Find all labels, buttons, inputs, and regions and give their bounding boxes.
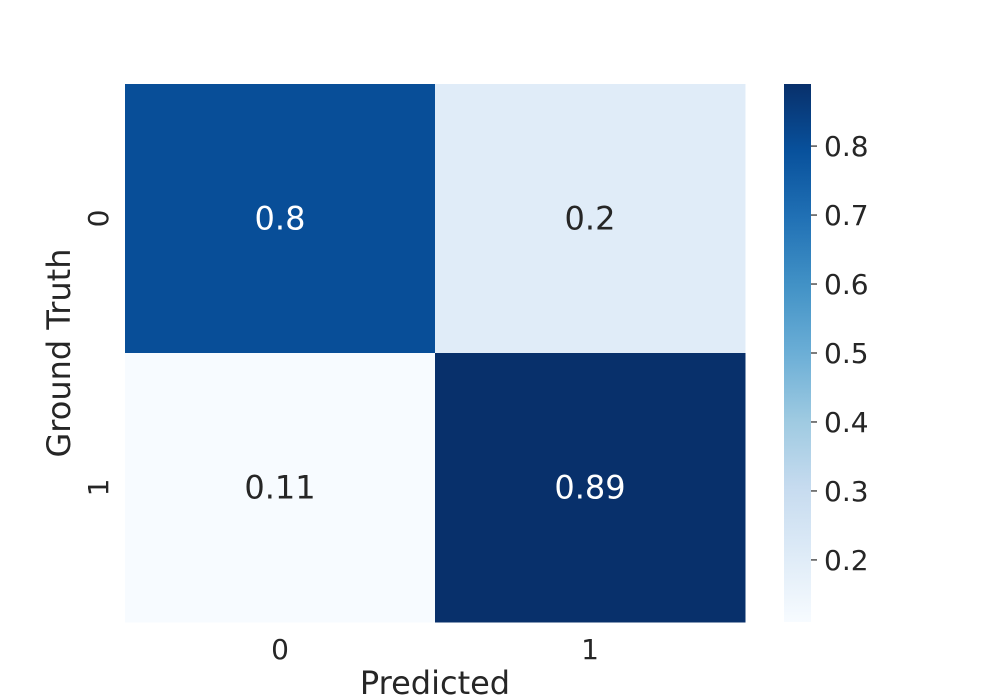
heatmap-cell-0-0	[125, 84, 436, 354]
heatmap-cell-1-1	[435, 353, 746, 623]
x-tick-label-0: 0	[271, 633, 289, 666]
colorbar-tick-label-0: 0.2	[824, 544, 869, 577]
y-tick-label-0: 0	[82, 210, 115, 228]
colorbar-tick-label-3: 0.5	[824, 337, 869, 370]
cell-annotation-1-1: 0.89	[554, 469, 625, 507]
colorbar-tick-label-4: 0.6	[824, 268, 869, 301]
colorbar-tick-label-1: 0.3	[824, 475, 869, 508]
heatmap-cell-1-0	[125, 353, 436, 623]
colorbar-tick-label-5: 0.7	[824, 199, 869, 232]
colorbar-ticks: 0.2 0.3 0.4 0.5 0.6 0.7 0.8	[811, 130, 869, 577]
cell-annotation-0-0: 0.8	[255, 200, 306, 238]
heatmap-cells	[125, 84, 746, 623]
colorbar-tick-label-2: 0.4	[824, 406, 869, 439]
y-axis-label: Ground Truth	[40, 249, 78, 458]
cell-annotation-0-1: 0.2	[565, 200, 616, 238]
colorbar-tick-label-6: 0.8	[824, 130, 869, 163]
heatmap-cell-0-1	[435, 84, 746, 354]
cell-annotation-1-0: 0.11	[244, 469, 315, 507]
colorbar	[784, 84, 811, 622]
x-tick-label-1: 1	[581, 633, 599, 666]
heatmap-annotations: 0.8 0.2 0.11 0.89	[244, 200, 625, 507]
y-axis-ticks: 01	[82, 210, 115, 497]
y-tick-label-1: 1	[82, 479, 115, 497]
x-axis-label: Predicted	[360, 664, 510, 700]
